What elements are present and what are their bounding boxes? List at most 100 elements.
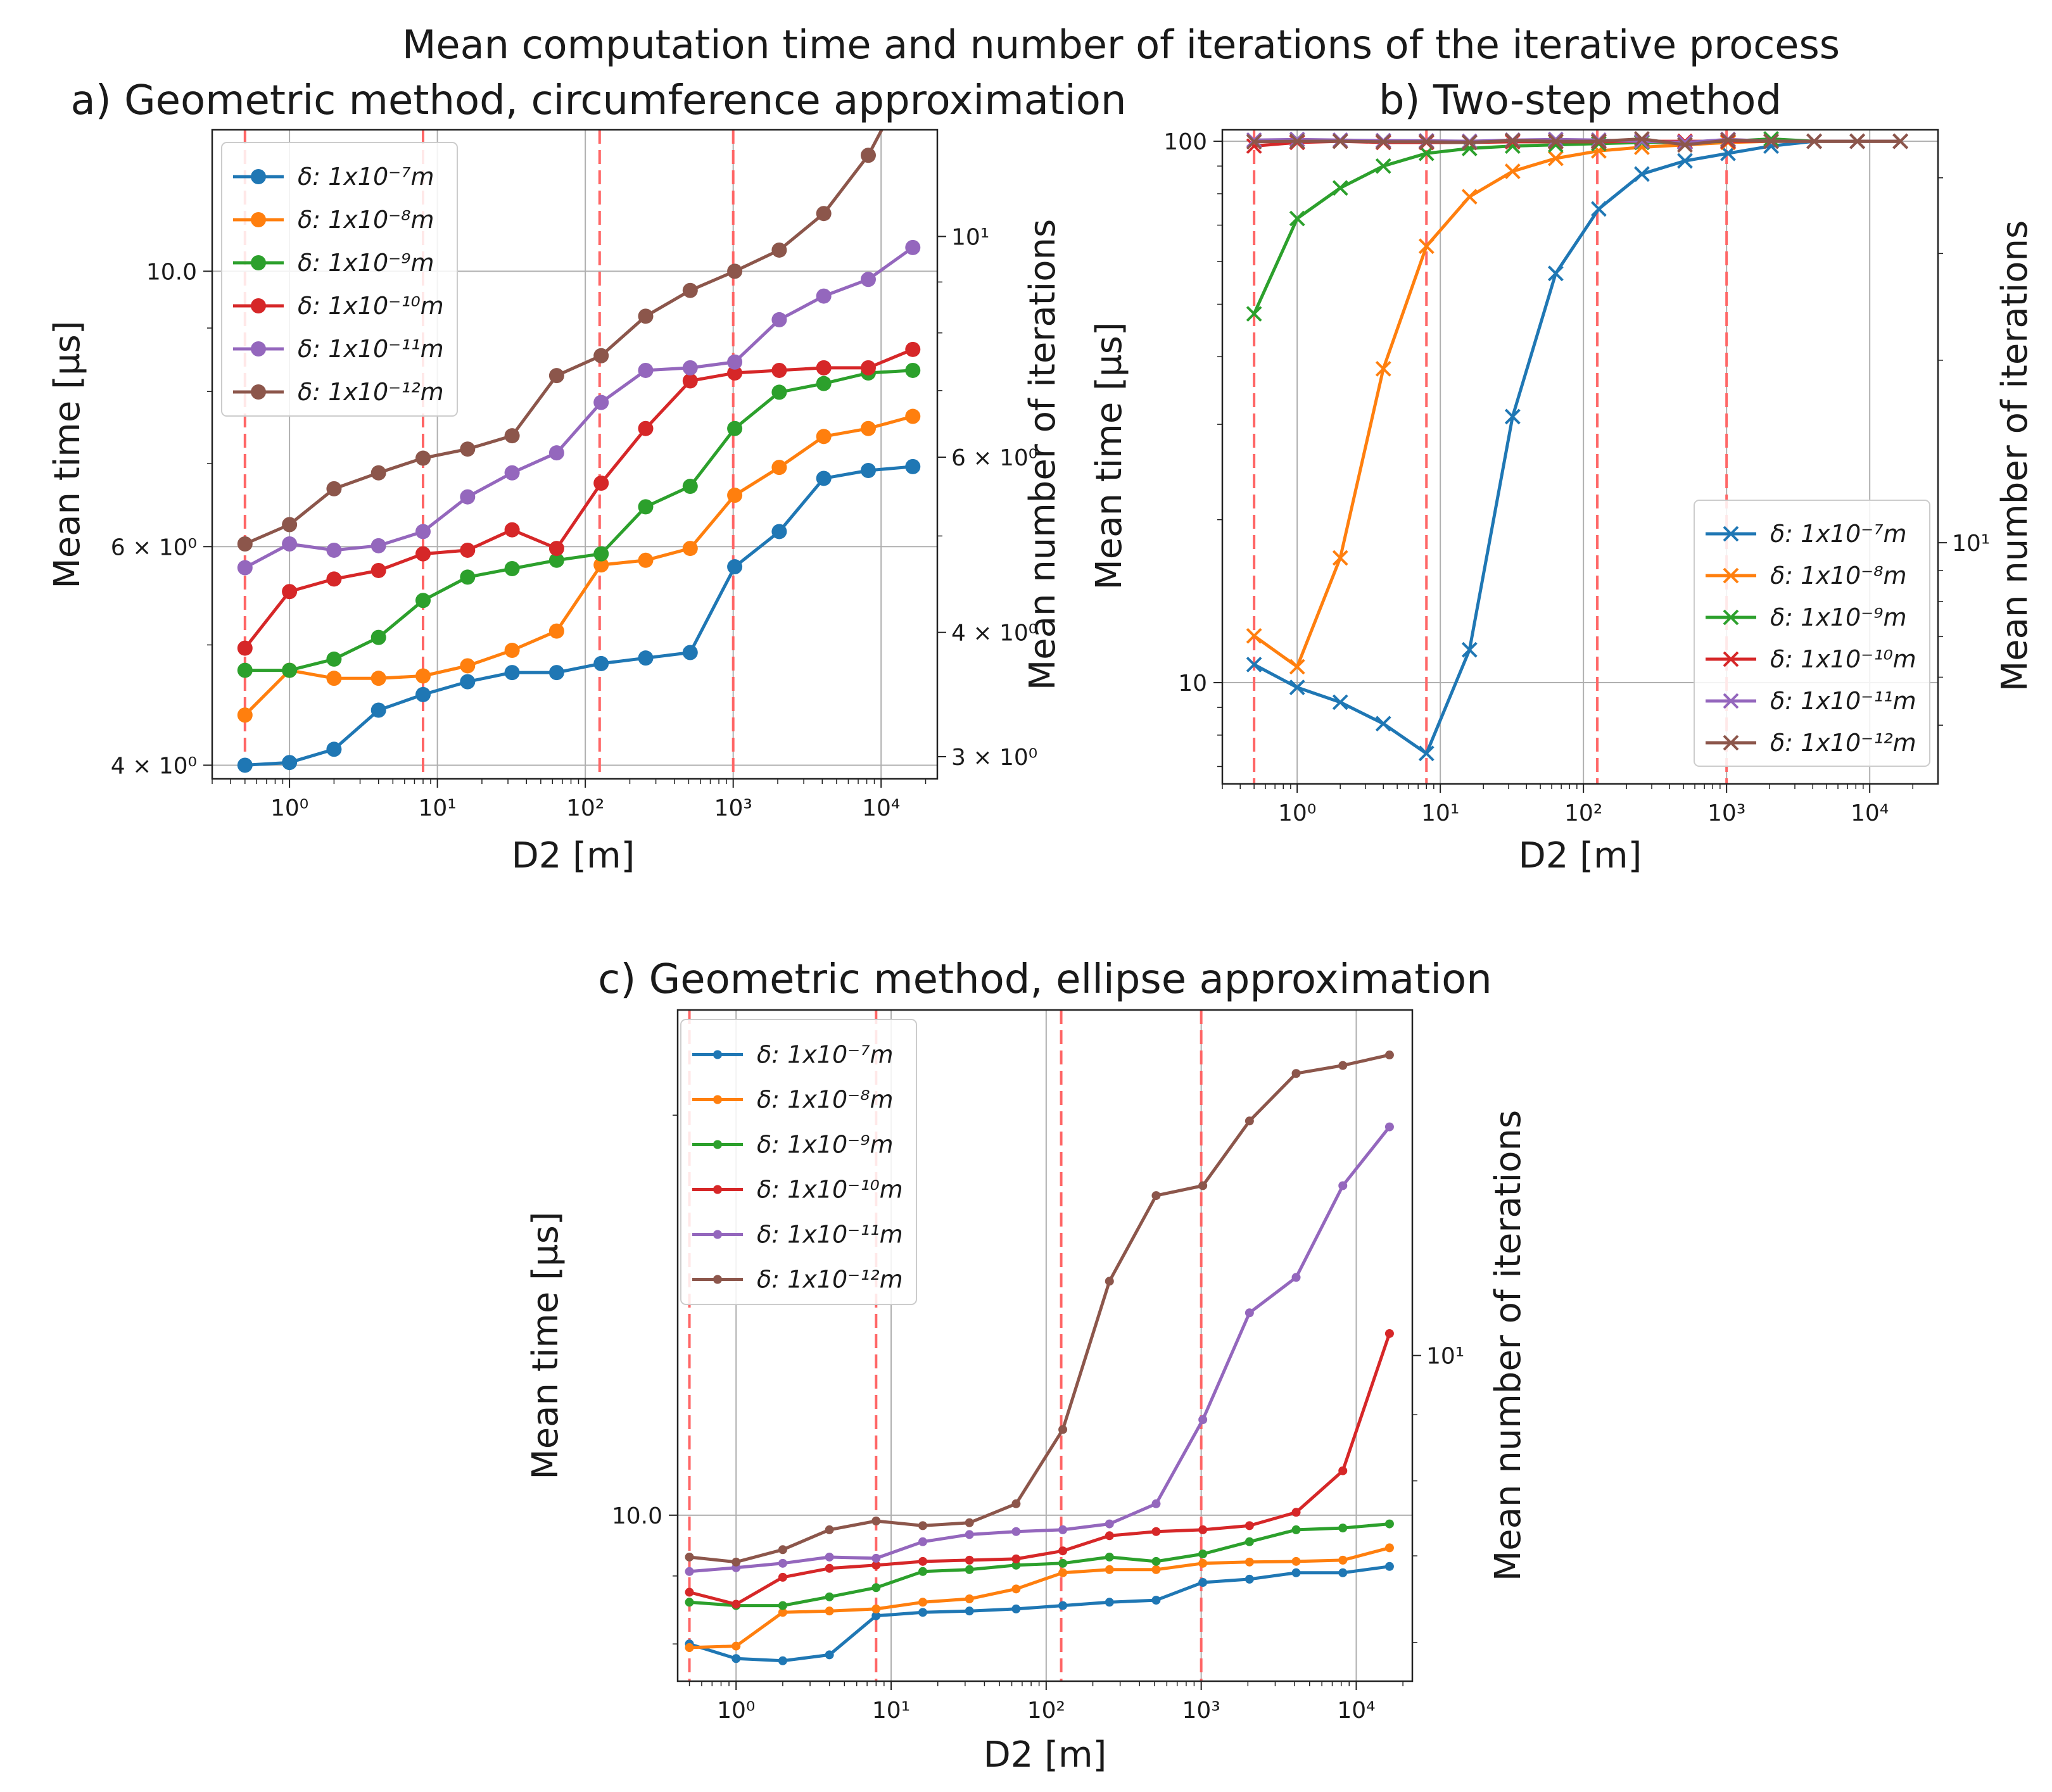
data-point <box>871 1560 881 1570</box>
data-point <box>965 1555 974 1565</box>
series-line <box>689 1546 1390 1650</box>
data-point <box>504 665 520 681</box>
legend-label: δ: 1x10⁻⁷m <box>1770 520 1906 548</box>
x-tick-label: 10³ <box>714 795 752 821</box>
series-line <box>244 246 914 569</box>
data-point <box>682 479 698 495</box>
data-point <box>1105 1552 1114 1562</box>
data-point <box>1504 132 1521 149</box>
data-point <box>1244 1521 1254 1530</box>
data-point <box>816 206 832 222</box>
legend-label: δ: 1x10⁻¹⁰m <box>1770 645 1916 673</box>
data-point <box>1151 1499 1161 1508</box>
data-point <box>460 569 476 585</box>
data-point <box>1547 133 1564 149</box>
data-point <box>905 408 921 424</box>
data-point <box>905 458 921 474</box>
x-tick-label: 10⁴ <box>1337 1698 1375 1724</box>
legend-marker <box>251 298 266 313</box>
data-point <box>1291 1273 1301 1282</box>
legend-marker <box>1723 735 1739 751</box>
data-point <box>860 148 876 163</box>
data-point <box>1547 150 1564 167</box>
data-point <box>1634 166 1650 182</box>
data-point <box>504 465 520 481</box>
data-point <box>727 420 743 436</box>
data-point <box>860 360 876 375</box>
series-5 <box>237 239 921 576</box>
x-tick-label: 10¹ <box>419 795 457 821</box>
y-axis-label: Mean time [µs] <box>525 1211 566 1479</box>
data-point <box>1418 134 1434 150</box>
y-tick-label: 6 × 10⁰ <box>111 534 197 560</box>
data-point <box>415 524 431 539</box>
legend-label: δ: 1x10⁻⁸m <box>757 1086 893 1114</box>
data-point <box>905 239 921 255</box>
data-point <box>778 1608 787 1617</box>
y-right-tick-label: 10¹ <box>1952 531 1990 557</box>
data-point <box>1384 1543 1394 1553</box>
data-point <box>1332 694 1348 710</box>
data-point <box>1011 1584 1021 1594</box>
panel-title: c) Geometric method, ellipse approximati… <box>598 956 1492 1003</box>
data-point <box>593 394 609 410</box>
data-point <box>918 1598 928 1607</box>
data-point <box>965 1518 974 1527</box>
data-point <box>326 671 342 686</box>
panel-a: a) Geometric method, circumference appro… <box>47 77 1126 876</box>
series-3 <box>1246 131 1909 322</box>
data-point <box>548 445 564 461</box>
data-point <box>1375 134 1391 150</box>
x-tick-label: 10⁴ <box>1851 800 1889 826</box>
legend-marker <box>713 1050 722 1059</box>
data-point <box>1677 137 1693 153</box>
data-point <box>326 651 342 667</box>
y-axis-label-right: Mean number of iterations <box>1994 220 2036 691</box>
panel-c: c) Geometric method, ellipse approximati… <box>525 956 1529 1776</box>
data-point <box>1151 1565 1161 1574</box>
legend-label: δ: 1x10⁻⁷m <box>298 163 434 191</box>
data-point <box>685 1587 694 1597</box>
data-point <box>415 593 431 609</box>
y-right-tick-label: 3 × 10⁰ <box>951 745 1037 771</box>
data-point <box>965 1594 974 1603</box>
data-point <box>504 522 520 538</box>
data-point <box>1291 1568 1301 1577</box>
data-point <box>1011 1560 1021 1570</box>
data-point <box>1289 679 1305 695</box>
panel-title: b) Two-step method <box>1379 77 1782 124</box>
data-point <box>778 1545 787 1555</box>
data-point <box>638 420 654 436</box>
data-point <box>965 1530 974 1539</box>
data-point <box>1892 133 1909 149</box>
data-point <box>727 354 743 370</box>
data-point <box>1058 1425 1068 1434</box>
data-point <box>1244 1116 1254 1126</box>
data-point <box>1289 210 1305 227</box>
data-point <box>593 655 609 671</box>
data-point <box>1246 306 1262 322</box>
data-point <box>860 272 876 287</box>
data-point <box>1011 1499 1021 1508</box>
data-point <box>282 662 298 678</box>
series-line <box>244 465 913 767</box>
data-point <box>1338 1524 1348 1533</box>
data-point <box>1246 628 1262 644</box>
data-point <box>237 536 253 552</box>
y-tick-label: 10.0 <box>146 259 197 285</box>
series-line <box>689 1053 1390 1564</box>
data-point <box>771 242 787 258</box>
data-point <box>1590 201 1607 217</box>
axes-frame <box>676 1009 1414 1682</box>
data-point <box>548 623 564 639</box>
data-point <box>825 1606 834 1616</box>
data-point <box>548 368 564 384</box>
data-point <box>1058 1568 1068 1577</box>
legend-label: δ: 1x10⁻⁷m <box>757 1041 893 1069</box>
legend-label: δ: 1x10⁻¹¹m <box>757 1221 903 1249</box>
data-point <box>1849 133 1866 149</box>
data-point <box>1332 133 1348 149</box>
series-line <box>243 348 914 650</box>
data-point <box>965 1606 974 1616</box>
data-point <box>282 584 298 600</box>
